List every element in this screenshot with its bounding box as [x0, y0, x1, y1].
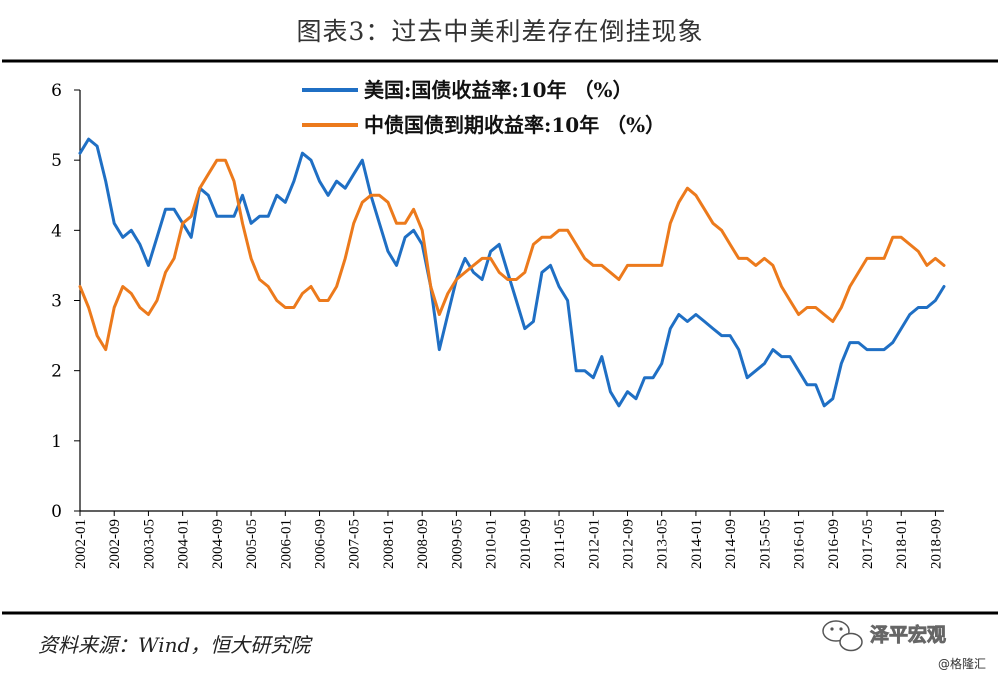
y-tick-label: 4 — [51, 221, 62, 241]
y-tick-label: 3 — [51, 292, 62, 312]
source-note: 资料来源：Wind，恒大研究院 — [38, 633, 313, 657]
x-tick-label: 2011-05 — [552, 519, 568, 568]
x-tick-label: 2012-09 — [620, 519, 636, 569]
wechat-icon — [822, 620, 863, 652]
x-tick-label: 2015-05 — [757, 519, 773, 569]
legend-entry-us: 美国:国债收益率:10年 （%） — [302, 78, 633, 102]
chart-title: 图表3：过去中美利差存在倒挂现象 — [297, 17, 704, 46]
series-line-cn — [78, 158, 946, 352]
x-tick-label: 2004-09 — [210, 519, 226, 569]
y-tick-label: 5 — [51, 151, 62, 171]
x-axis: 2002-01 2002-09 2003-05 2004-01 2004-09 2005-… — [73, 510, 944, 569]
x-tick-label: 2008-01 — [381, 519, 397, 569]
x-tick-label: 2018-01 — [894, 519, 910, 569]
x-tick-label: 2002-01 — [73, 519, 89, 569]
watermark: 泽平宏观 @格隆汇 — [822, 620, 986, 671]
x-tick-label: 2002-09 — [107, 519, 123, 569]
y-axis: 0 1 2 3 4 5 6 — [51, 81, 81, 522]
x-tick-label: 2018-09 — [928, 519, 944, 569]
legend-entry-cn: 中债国债到期收益率:10年 （%） — [302, 113, 665, 137]
x-tick-label: 2003-05 — [141, 519, 157, 569]
x-tick-label: 2004-01 — [176, 519, 192, 569]
x-tick-label: 2010-01 — [484, 519, 500, 569]
legend-label-cn: 中债国债到期收益率:10年 （%） — [364, 113, 665, 137]
plot-area — [78, 137, 946, 408]
legend: 美国:国债收益率:10年 （%） 中债国债到期收益率:10年 （%） — [302, 78, 665, 137]
y-tick-label: 2 — [51, 362, 62, 382]
x-tick-label: 2006-09 — [313, 519, 329, 569]
x-tick-label: 2005-05 — [244, 519, 260, 569]
watermark-text: 泽平宏观 — [870, 623, 946, 646]
credit-text: @格隆汇 — [938, 656, 986, 671]
x-tick-label: 2016-09 — [826, 519, 842, 569]
x-tick-label: 2014-09 — [723, 519, 739, 569]
y-tick-label: 6 — [51, 81, 62, 101]
x-tick-label: 2010-09 — [518, 519, 534, 569]
x-tick-label: 2014-01 — [689, 519, 705, 569]
y-tick-label: 0 — [51, 502, 62, 522]
x-tick-label: 2009-05 — [449, 519, 465, 569]
x-tick-label: 2007-05 — [347, 519, 363, 569]
x-tick-label: 2017-05 — [860, 519, 876, 569]
legend-label-us: 美国:国债收益率:10年 （%） — [364, 78, 633, 102]
x-tick-label: 2012-01 — [586, 519, 602, 569]
y-tick-label: 1 — [51, 432, 62, 452]
x-tick-label: 2016-01 — [792, 519, 808, 569]
x-tick-label: 2006-01 — [278, 519, 294, 569]
series-line-us — [78, 137, 946, 408]
x-tick-label: 2008-09 — [415, 519, 431, 569]
x-tick-label: 2013-05 — [655, 519, 671, 569]
